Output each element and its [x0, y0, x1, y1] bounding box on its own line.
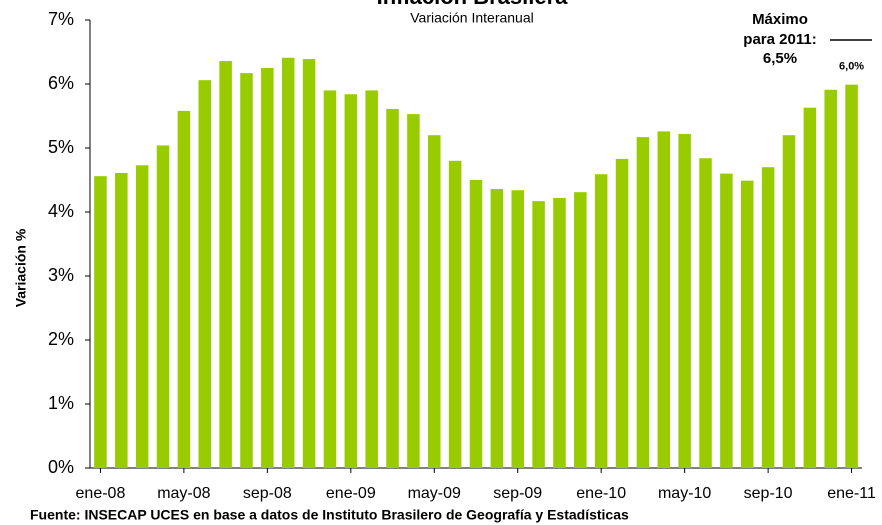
source: Fuente: INSECAP UCES en base a datos de … — [30, 507, 629, 523]
bar — [407, 114, 420, 468]
bar — [636, 137, 650, 468]
x-tick-label: ene-09 — [326, 485, 376, 502]
bar — [94, 176, 107, 468]
bar — [657, 131, 671, 469]
y-tick-label: 3% — [48, 265, 74, 285]
x-tick-label: sep-10 — [744, 485, 793, 502]
bar — [302, 59, 316, 468]
bar — [198, 80, 212, 468]
chart-subtitle: Variación Interanual — [410, 10, 533, 26]
bar — [386, 108, 399, 469]
value-label: 6,0% — [839, 61, 864, 73]
bar — [281, 57, 295, 468]
bar — [490, 188, 504, 468]
x-tick-label: ene-10 — [576, 485, 626, 502]
chart-title: Inflación Brasilera — [377, 0, 569, 9]
bar — [448, 160, 462, 469]
x-tick-label: may-09 — [408, 485, 461, 502]
x-tick-label: may-08 — [157, 485, 210, 502]
bar — [177, 110, 191, 468]
x-tick-label: ene-11 — [827, 485, 876, 502]
bar — [615, 158, 629, 468]
bar — [323, 90, 337, 469]
x-tick-label: ene-08 — [76, 485, 126, 502]
annotation: Máximo — [752, 11, 808, 28]
bar — [678, 133, 691, 469]
bar — [469, 180, 483, 468]
bar — [740, 180, 754, 468]
bar — [594, 174, 608, 469]
bar — [511, 190, 524, 469]
bar — [782, 135, 796, 468]
bar — [135, 165, 149, 468]
bar — [219, 60, 232, 469]
x-tick-label: may-10 — [658, 485, 711, 502]
bar — [720, 173, 733, 468]
bar — [240, 73, 253, 469]
bar — [261, 68, 274, 468]
y-tick-label: 2% — [48, 329, 74, 349]
y-tick-label: 1% — [48, 393, 74, 413]
bar — [824, 89, 837, 468]
annotation: 6,5% — [763, 50, 797, 67]
bar — [365, 90, 378, 469]
bar — [532, 201, 545, 468]
bar — [344, 94, 358, 469]
bar — [428, 135, 441, 468]
y-tick-label: 4% — [48, 201, 74, 221]
bar — [156, 145, 170, 468]
bar — [845, 84, 858, 468]
bar — [803, 107, 817, 469]
annotation: para 2011: — [743, 31, 816, 48]
bar — [761, 167, 775, 468]
x-tick-label: sep-09 — [493, 485, 542, 502]
x-tick-label: sep-08 — [243, 485, 292, 502]
bar — [553, 197, 566, 469]
y-tick-label: 5% — [48, 137, 74, 157]
bar — [574, 192, 587, 468]
y-tick-label: 7% — [48, 9, 74, 29]
bar — [115, 172, 128, 468]
y-tick-label: 0% — [48, 457, 74, 477]
bar — [699, 158, 712, 469]
y-tick-label: 6% — [48, 73, 74, 93]
y-axis-label: Variación % — [13, 228, 29, 307]
